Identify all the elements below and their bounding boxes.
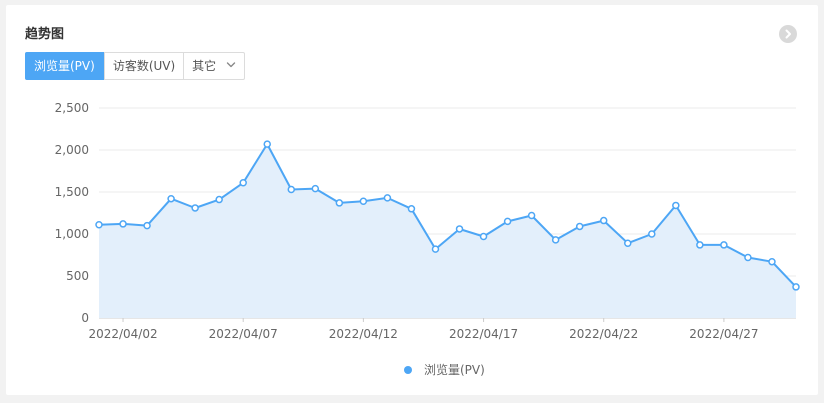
data-point xyxy=(431,245,440,253)
data-point xyxy=(648,230,656,238)
trend-card: 趋势图 浏览量(PV) 访客数(UV) 其它 xyxy=(6,5,818,395)
legend-label: 浏览量(PV) xyxy=(424,362,485,377)
data-point xyxy=(624,239,632,247)
data-point xyxy=(551,236,560,244)
x-tick-label: 2022/04/02 xyxy=(88,327,157,341)
data-point xyxy=(239,179,247,187)
data-point xyxy=(479,232,488,241)
data-point xyxy=(95,221,103,229)
y-axis: 0 500 1,000 1,500 2,000 2,500 xyxy=(55,101,89,325)
tab-pv-label: 浏览量(PV) xyxy=(34,59,95,73)
card-title: 趋势图 xyxy=(25,27,65,42)
x-tick-label: 2022/04/22 xyxy=(569,327,638,341)
data-point xyxy=(383,194,392,202)
data-point xyxy=(768,257,776,266)
data-point xyxy=(191,204,199,212)
data-point xyxy=(287,185,296,194)
data-point xyxy=(696,241,704,249)
data-point xyxy=(503,217,512,226)
chart-series xyxy=(95,140,800,318)
data-point xyxy=(263,140,271,148)
y-tick-label: 1,000 xyxy=(55,227,89,241)
data-point xyxy=(792,283,800,291)
tab-uv-label: 访客数(UV) xyxy=(112,59,176,73)
data-point xyxy=(335,199,344,207)
tab-pv[interactable]: 浏览量(PV) xyxy=(25,52,104,80)
data-point xyxy=(167,194,175,203)
data-point xyxy=(720,241,728,249)
tab-other-dropdown[interactable]: 其它 xyxy=(183,53,244,79)
data-point xyxy=(407,205,416,213)
data-point xyxy=(143,221,151,230)
series-line xyxy=(98,143,797,288)
x-tick-label: 2022/04/07 xyxy=(209,327,278,341)
x-tick-label: 2022/04/12 xyxy=(329,327,398,341)
legend-marker xyxy=(404,366,412,374)
chart-legend[interactable]: 浏览量(PV) xyxy=(404,362,485,377)
data-point xyxy=(311,184,320,193)
data-point xyxy=(744,253,752,262)
data-point xyxy=(599,216,608,225)
metric-tabs: 浏览量(PV) 访客数(UV) 其它 xyxy=(25,52,246,80)
tab-uv[interactable]: 访客数(UV) xyxy=(103,53,183,79)
data-point xyxy=(527,211,536,220)
data-point xyxy=(455,225,464,233)
y-tick-label: 1,500 xyxy=(55,185,89,199)
chevron-right-circle-icon xyxy=(785,29,791,39)
series-area xyxy=(99,144,796,318)
chevron-down-icon xyxy=(226,53,236,79)
y-tick-label: 500 xyxy=(66,269,89,283)
x-axis: 2022/04/02 2022/04/07 2022/04/12 2022/04/17… xyxy=(88,317,796,341)
y-tick-label: 0 xyxy=(81,311,89,325)
data-point xyxy=(672,201,680,210)
y-tick-label: 2,500 xyxy=(55,101,89,115)
expand-button[interactable] xyxy=(779,25,797,43)
data-point xyxy=(119,220,127,228)
tab-other-label: 其它 xyxy=(192,59,217,73)
y-tick-label: 2,000 xyxy=(55,143,89,157)
data-point xyxy=(215,195,223,204)
x-tick-label: 2022/04/17 xyxy=(449,327,518,341)
data-point xyxy=(575,222,584,231)
data-point xyxy=(359,197,368,205)
x-tick-label: 2022/04/27 xyxy=(689,327,758,341)
